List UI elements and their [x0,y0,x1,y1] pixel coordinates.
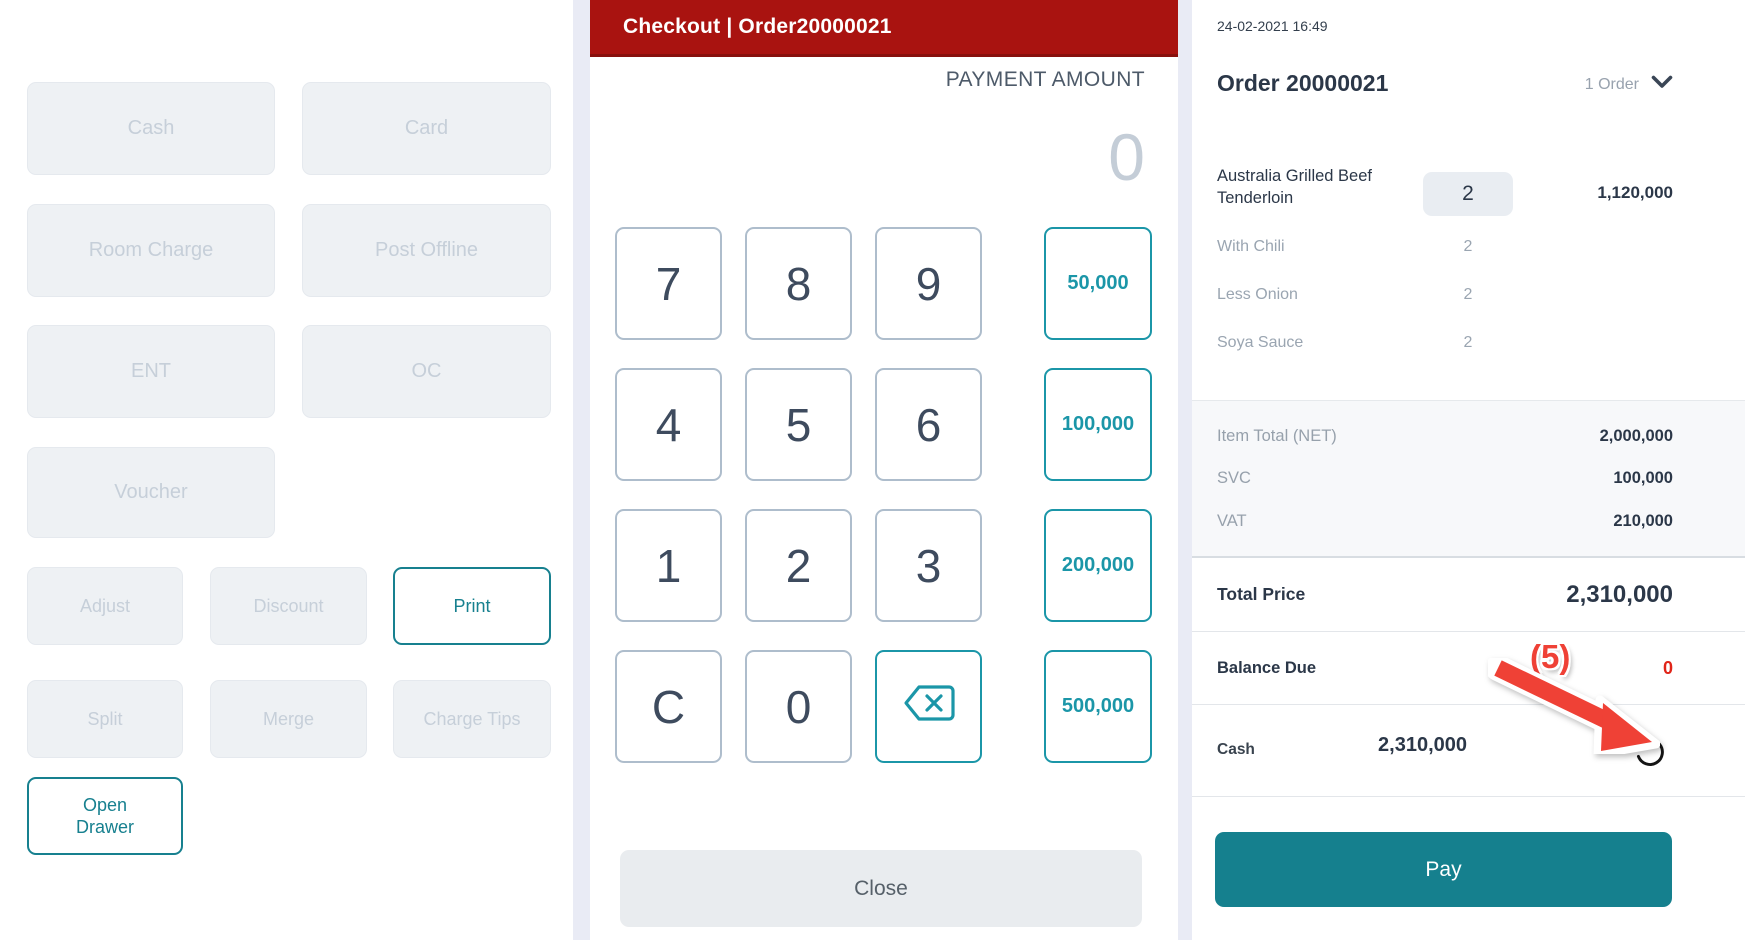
backspace-icon [902,680,956,734]
balance-due-row: Balance Due 0 [1192,632,1745,705]
total-value: 2,000,000 [1599,426,1673,445]
balance-due-label: Balance Due [1217,658,1317,677]
quick-amount-200000-button[interactable]: 200,000 [1044,509,1152,622]
total-row-svc: SVC 100,000 [1217,469,1673,488]
quick-amounts: 50,000 100,000 200,000 500,000 [1044,227,1152,763]
order-count-dropdown[interactable]: 1 Order [1585,75,1673,94]
cash-payment-method: Cash [1217,741,1255,758]
checkout-header: Checkout | Order20000021 [590,0,1178,57]
payment-methods-panel: Cash Card Room Charge Post Offline ENT O… [0,0,573,940]
card-button[interactable]: Card [302,82,551,175]
order-title: Order 20000021 [1217,70,1389,96]
key-5[interactable]: 5 [745,368,852,481]
order-summary-panel: 24-02-2021 16:49 Order 20000021 1 Order … [1192,0,1745,940]
panel-divider [1178,0,1192,940]
room-charge-button[interactable]: Room Charge [27,204,275,297]
oc-button[interactable]: OC [302,325,551,418]
cash-payment-row: Cash 2,310,000 [1192,705,1745,797]
key-1[interactable]: 1 [615,509,722,622]
key-backspace[interactable] [875,650,982,763]
total-row-vat: VAT 210,000 [1217,512,1673,531]
totals-block: Item Total (NET) 2,000,000 SVC 100,000 V… [1192,400,1745,558]
key-2[interactable]: 2 [745,509,852,622]
cash-button[interactable]: Cash [27,82,275,175]
total-price-label: Total Price [1217,584,1306,604]
item-modifier-qty: 2 [1463,238,1473,255]
total-value: 210,000 [1613,511,1673,530]
key-7[interactable]: 7 [615,227,722,340]
voucher-button[interactable]: Voucher [27,447,275,538]
total-label: VAT [1217,511,1247,530]
payment-amount-value: 0 [1108,120,1145,194]
annotation-arrow-icon [1488,658,1660,754]
post-offline-button[interactable]: Post Offline [302,204,551,297]
quick-amount-500000-button[interactable]: 500,000 [1044,650,1152,763]
total-label: SVC [1217,469,1251,487]
discount-button[interactable]: Discount [210,567,367,645]
item-price: 1,120,000 [1597,183,1673,202]
close-button[interactable]: Close [620,850,1142,927]
total-price-value: 2,310,000 [1566,580,1673,608]
balance-due-value: 0 [1662,657,1673,678]
undo-icon [1633,736,1667,773]
print-button[interactable]: Print [393,567,551,645]
item-modifier: Soya Sauce [1217,334,1304,351]
checkout-title: Checkout | Order20000021 [623,15,892,38]
key-9[interactable]: 9 [875,227,982,340]
order-count-label: 1 Order [1584,75,1639,93]
quick-amount-50000-button[interactable]: 50,000 [1044,227,1152,340]
key-0[interactable]: 0 [745,650,852,763]
payment-amount-label: PAYMENT AMOUNT [945,68,1145,91]
annotation-step-label: (5) [1530,638,1571,675]
key-clear[interactable]: C [615,650,722,763]
cash-payment-amount: 2,310,000 [1378,734,1467,756]
key-4[interactable]: 4 [615,368,722,481]
total-row-item-total: Item Total (NET) 2,000,000 [1217,427,1673,446]
split-button[interactable]: Split [27,680,183,758]
ent-button[interactable]: ENT [27,325,275,418]
adjust-button[interactable]: Adjust [27,567,183,645]
open-drawer-button[interactable]: Open Drawer [27,777,183,855]
item-modifier: With Chili [1217,238,1285,255]
numeric-keypad: 7 8 9 4 5 6 1 2 3 C 0 [615,227,982,763]
total-price-row: Total Price 2,310,000 [1192,558,1745,632]
charge-tips-button[interactable]: Charge Tips [393,680,551,758]
item-modifier: Less Onion [1217,286,1298,303]
order-timestamp: 24-02-2021 16:49 [1217,18,1328,34]
quick-amount-100000-button[interactable]: 100,000 [1044,368,1152,481]
key-8[interactable]: 8 [745,227,852,340]
pay-button[interactable]: Pay [1215,832,1672,907]
chevron-down-icon [1651,75,1673,94]
item-modifier-qty: 2 [1463,334,1473,351]
key-6[interactable]: 6 [875,368,982,481]
panel-divider [573,0,590,940]
merge-button[interactable]: Merge [210,680,367,758]
item-name: Australia Grilled Beef Tenderloin [1217,167,1372,208]
item-qty-badge[interactable]: 2 [1423,172,1513,216]
key-3[interactable]: 3 [875,509,982,622]
item-modifier-qty: 2 [1463,286,1473,303]
total-value: 100,000 [1613,469,1673,487]
total-label: Item Total (NET) [1217,426,1337,445]
checkout-keypad-panel: Checkout | Order20000021 PAYMENT AMOUNT … [590,0,1178,940]
